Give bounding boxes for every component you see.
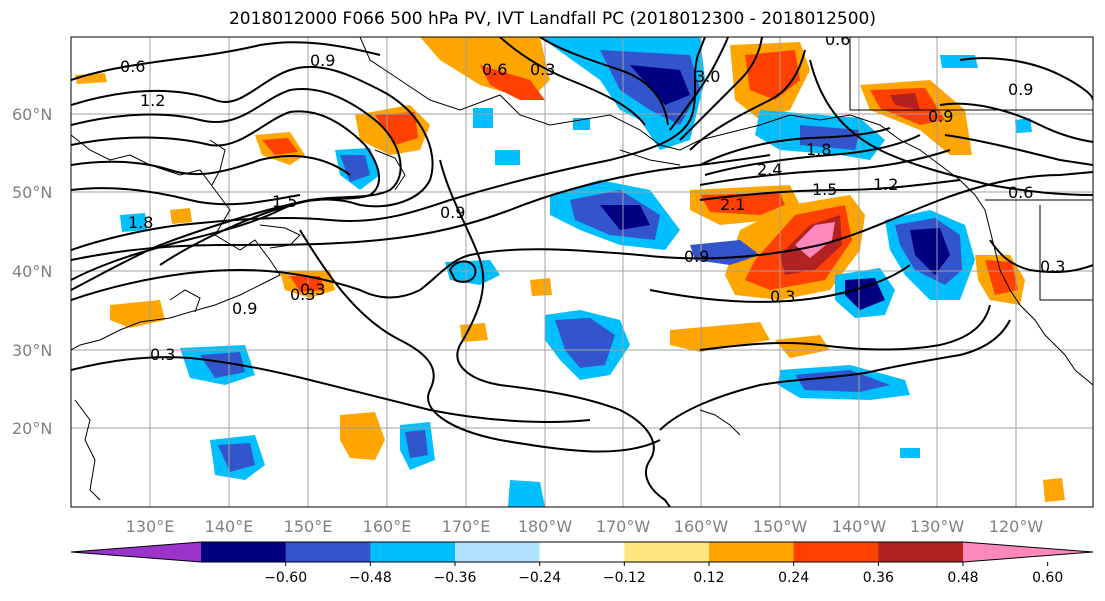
- contour-label: 1.8: [806, 140, 831, 159]
- pv-shading: [75, 37, 1065, 507]
- colorbar-segment: [370, 542, 456, 562]
- colorbar-tick-label: 0.48: [947, 570, 978, 586]
- lon-label: 180°W: [518, 517, 573, 536]
- colorbar-tick-label: 0.24: [778, 570, 809, 586]
- latitude-labels: 60°N 50°N 40°N 30°N 20°N: [12, 105, 52, 438]
- colorbar-segment: [455, 542, 541, 562]
- lon-label: 150°W: [753, 517, 808, 536]
- colorbar-tick-label: −0.12: [603, 570, 646, 586]
- pv-contours: [71, 37, 1093, 507]
- contour-label: 0.6: [120, 57, 145, 76]
- contour-label: 2.4: [757, 160, 782, 179]
- contour-label: 0.3: [300, 280, 325, 299]
- lon-label: 160°W: [674, 517, 729, 536]
- contour-label: 0.9: [310, 51, 335, 70]
- contour-label: 3.0: [695, 67, 720, 86]
- contour-label: 1.2: [140, 91, 165, 110]
- lat-label: 60°N: [12, 105, 52, 124]
- contour-label: 0.9: [440, 203, 465, 222]
- colorbar-segment: [201, 542, 287, 562]
- contour-label: 1.2: [873, 175, 898, 194]
- colorbar-extend-min: [71, 542, 201, 562]
- map-title: 2018012000 F066 500 hPa PV, IVT Landfall…: [228, 9, 876, 29]
- contour-label: 2.1: [720, 195, 745, 214]
- colorbar-segment: [539, 542, 625, 562]
- colorbar-tick-label: 0.60: [1032, 570, 1063, 586]
- lon-label: 140°W: [832, 517, 887, 536]
- contour-label: 0.9: [1008, 80, 1033, 99]
- lon-label: 130°W: [910, 517, 965, 536]
- contour-label: 0.3: [530, 60, 555, 79]
- contour-label: 0.9: [684, 247, 709, 266]
- lon-label: 170°E: [442, 517, 491, 536]
- contour-label: 1.5: [812, 180, 837, 199]
- colorbar-segment: [709, 542, 795, 562]
- contour-label: 0.3: [150, 345, 175, 364]
- colorbar-segment: [793, 542, 879, 562]
- lon-label: 140°E: [205, 517, 254, 536]
- contour-label: 0.3: [1040, 257, 1065, 276]
- colorbar-tick-label: −0.48: [349, 570, 392, 586]
- lon-label: 130°E: [126, 517, 175, 536]
- lon-label: 160°E: [363, 517, 412, 536]
- lat-label: 20°N: [12, 419, 52, 438]
- map-content: 0.6 0.9 1.2 1.5 1.8 0.9 0.3 0.6 0.9 0.3 …: [71, 30, 1093, 507]
- lat-label: 40°N: [12, 262, 52, 281]
- colorbar-tick-label: 0.12: [693, 570, 724, 586]
- map-frame: [70, 36, 1094, 508]
- colorbar: −0.60 −0.48 −0.36 −0.24 −0.12 0.12 0.24 0.36 0.4…: [70, 541, 1094, 586]
- colorbar-tick-label: 0.36: [863, 570, 894, 586]
- contour-labels: 0.6 0.9 1.2 1.5 1.8 0.9 0.3 0.6 0.9 0.3 …: [120, 30, 1065, 364]
- colorbar-segment: [878, 542, 964, 562]
- lon-label: 150°E: [284, 517, 333, 536]
- lon-label: 170°W: [596, 517, 651, 536]
- contour-label: 0.3: [290, 285, 315, 304]
- contour-label: 0.9: [232, 299, 257, 318]
- contour-label: 0.3: [770, 287, 795, 306]
- contour-label: 0.6: [482, 60, 507, 79]
- colorbar-tick-label: −0.24: [518, 570, 561, 586]
- colorbar-tick-label: −0.36: [434, 570, 477, 586]
- lon-label: 120°W: [989, 517, 1044, 536]
- contour-label: 0.6: [825, 30, 850, 49]
- contour-label: 0.6: [1008, 183, 1033, 202]
- contour-label: 1.5: [272, 192, 297, 211]
- longitude-labels: 130°E 140°E 150°E 160°E 170°E 180°W 170°…: [126, 517, 1044, 536]
- contour-label: 0.9: [928, 107, 953, 126]
- contour-label: 1.8: [128, 213, 153, 232]
- colorbar-outline: [70, 541, 1094, 563]
- map-grid: [71, 37, 1093, 507]
- colorbar-extend-max: [963, 542, 1093, 562]
- colorbar-segment: [624, 542, 710, 562]
- lat-label: 30°N: [12, 341, 52, 360]
- lat-label: 50°N: [12, 183, 52, 202]
- colorbar-tick-label: −0.60: [264, 570, 307, 586]
- colorbar-segment: [285, 542, 371, 562]
